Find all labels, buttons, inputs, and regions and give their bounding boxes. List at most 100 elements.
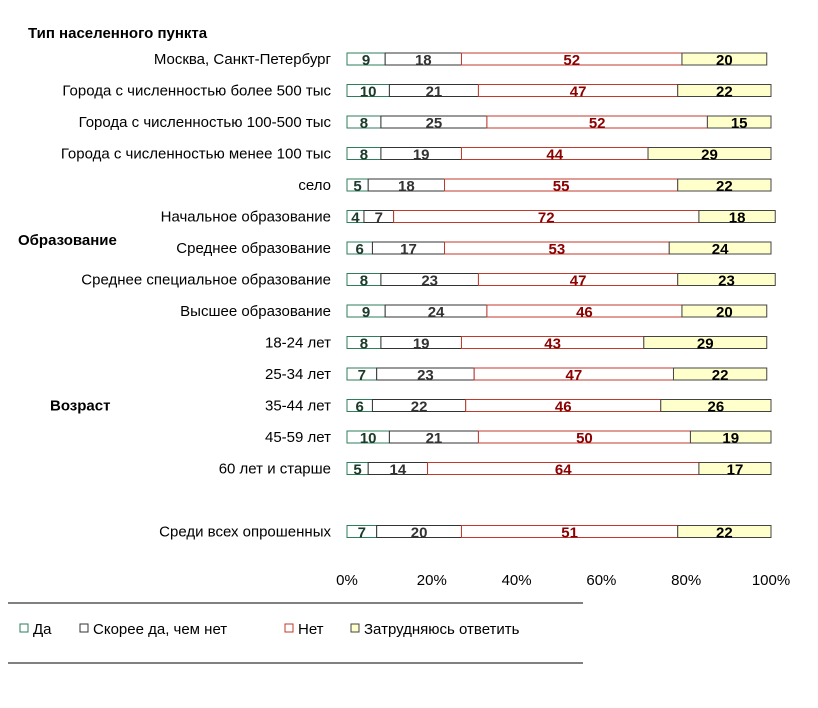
data-label: 19 <box>413 147 430 164</box>
data-label: 52 <box>589 115 606 132</box>
data-label: 55 <box>553 178 570 195</box>
category-label: Города с численностью более 500 тыс <box>62 83 331 100</box>
data-label: 10 <box>360 430 377 447</box>
data-label: 47 <box>565 367 582 384</box>
data-label: 9 <box>362 304 370 321</box>
data-label: 64 <box>555 462 572 479</box>
data-label: 52 <box>563 52 580 69</box>
data-label: 46 <box>555 399 572 416</box>
data-label: 19 <box>722 430 739 447</box>
data-label: 6 <box>356 241 364 258</box>
data-label: 7 <box>358 367 366 384</box>
bar-segment <box>698 462 772 475</box>
group-label: Возраст <box>50 398 110 415</box>
x-tick-label: 100% <box>752 572 790 589</box>
x-tick-label: 20% <box>417 572 447 589</box>
data-label: 22 <box>712 367 729 384</box>
data-label: 8 <box>360 336 368 353</box>
bar-segment <box>672 367 768 381</box>
legend-entry: Скорее да, чем нет <box>93 621 227 638</box>
bar-segment <box>677 84 772 97</box>
data-label: 5 <box>353 462 361 479</box>
bar-segment <box>689 430 772 444</box>
data-label: 25 <box>426 115 443 132</box>
data-label: 21 <box>426 430 443 447</box>
data-label: 4 <box>351 210 360 227</box>
data-label: 7 <box>375 210 383 227</box>
data-label: 8 <box>360 273 368 290</box>
bar-segment <box>643 336 768 349</box>
category-label: Высшее образование <box>180 303 331 320</box>
data-label: 22 <box>411 399 428 416</box>
category-label: Города с численностью 100-500 тыс <box>79 114 332 131</box>
legend-entry: Да <box>33 621 52 638</box>
category-label: Москва, Санкт-Петербург <box>154 51 332 68</box>
category-label: 60 лет и старше <box>219 461 331 478</box>
data-label: 23 <box>421 273 438 290</box>
data-label: 23 <box>718 273 735 290</box>
category-label: 18-24 лет <box>265 335 331 352</box>
data-label: 19 <box>413 336 430 353</box>
data-label: 29 <box>697 336 714 353</box>
x-tick-label: 40% <box>502 572 532 589</box>
data-label: 8 <box>360 115 368 132</box>
data-label: 24 <box>712 241 729 258</box>
bar-segment <box>681 52 768 66</box>
data-label: 29 <box>701 147 718 164</box>
data-label: 15 <box>731 115 748 132</box>
bar-segment <box>698 210 776 223</box>
data-label: 9 <box>362 52 370 69</box>
group-label: Тип населенного пункта <box>28 25 208 42</box>
data-label: 44 <box>546 147 563 164</box>
data-label: 14 <box>390 462 407 479</box>
data-label: 47 <box>570 273 587 290</box>
category-label: 25-34 лет <box>265 366 331 383</box>
data-label: 22 <box>716 84 733 101</box>
data-label: 17 <box>727 462 744 479</box>
data-label: 22 <box>716 178 733 195</box>
data-label: 24 <box>428 304 445 321</box>
data-label: 51 <box>561 525 578 542</box>
data-label: 18 <box>415 52 432 69</box>
bar-segment <box>706 115 772 129</box>
legend-swatch <box>284 623 294 633</box>
legend-entry: Нет <box>298 621 324 638</box>
data-label: 43 <box>544 336 561 353</box>
data-label: 17 <box>400 241 417 258</box>
data-label: 53 <box>549 241 566 258</box>
data-label: 47 <box>570 84 587 101</box>
data-label: 7 <box>358 525 366 542</box>
data-label: 5 <box>353 178 361 195</box>
category-label: Начальное образование <box>161 209 331 226</box>
bar-segment <box>647 147 772 160</box>
data-label: 22 <box>716 525 733 542</box>
group-label: Образование <box>18 232 117 249</box>
category-label: Среди всех опрошенных <box>159 524 331 541</box>
legend-swatch <box>350 623 360 633</box>
x-tick-label: 0% <box>336 572 358 589</box>
legend-swatch <box>79 623 89 633</box>
legend-swatch <box>19 623 29 633</box>
data-label: 72 <box>538 210 555 227</box>
bar-segment <box>677 273 776 286</box>
data-label: 6 <box>356 399 364 416</box>
data-label: 18 <box>729 210 746 227</box>
x-tick-label: 60% <box>586 572 616 589</box>
data-label: 21 <box>426 84 443 101</box>
category-label: 45-59 лет <box>265 429 331 446</box>
category-label: село <box>298 177 331 194</box>
bar-segment <box>660 399 772 412</box>
data-label: 46 <box>576 304 593 321</box>
bar-segment <box>681 304 768 318</box>
data-label: 20 <box>411 525 428 542</box>
bar-segment <box>668 241 772 255</box>
data-label: 8 <box>360 147 368 164</box>
x-tick-label: 80% <box>671 572 701 589</box>
bar-segment <box>677 178 772 192</box>
data-label: 26 <box>708 399 725 416</box>
category-label: Среднее специальное образование <box>81 272 331 289</box>
category-label: Города с численностью менее 100 тыс <box>61 146 332 163</box>
data-label: 20 <box>716 304 733 321</box>
category-label: 35-44 лет <box>265 398 331 415</box>
